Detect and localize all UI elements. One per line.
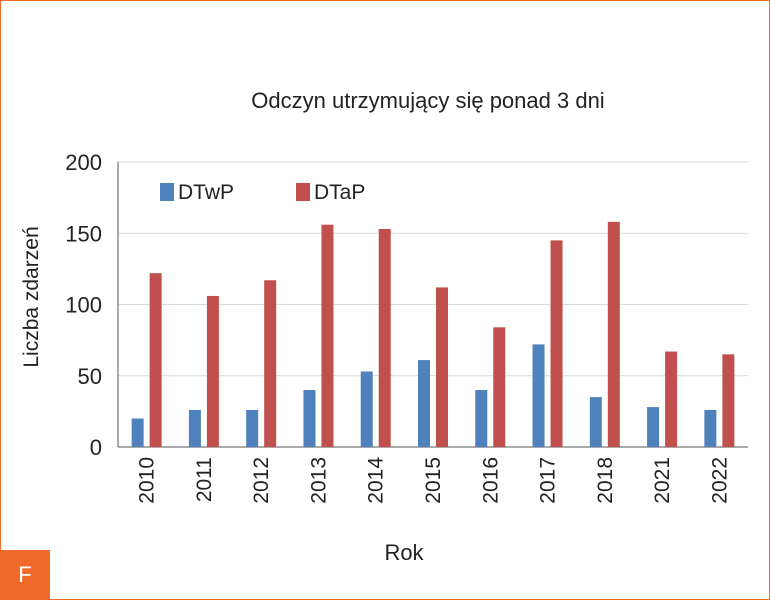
x-tick-label: 2010 [136, 457, 159, 504]
bars [131, 221, 735, 447]
gridlines [117, 161, 748, 448]
x-tick-label: 2021 [651, 457, 674, 504]
legend-label: DTwP [178, 181, 234, 204]
y-axis-label: Liczba zdarzeń [20, 226, 43, 367]
x-ticks: 2010 2011 2012 2013 2014 2015 2016 2017 2018 2021… [136, 457, 732, 504]
bar-dtwp-2018 [589, 397, 602, 447]
x-tick-label: 2022 [708, 457, 731, 504]
bar-dtwp-2017 [532, 344, 545, 447]
legend: DTwP DTaP [160, 181, 365, 204]
bar-dtap-2011 [206, 295, 219, 447]
bar-dtap-2018 [607, 221, 620, 447]
bar-dtap-2012 [264, 280, 277, 447]
legend-swatch [160, 183, 174, 201]
bar-dtap-2013 [321, 224, 334, 447]
bar-dtap-2022 [722, 354, 735, 447]
figure-badge: F [0, 550, 50, 600]
y-ticks: 0 50 100 150 200 [65, 150, 102, 460]
chart-title: Odczyn utrzymujący się ponad 3 dni [251, 88, 604, 113]
y-tick-label: 0 [90, 435, 102, 460]
bar-dtwp-2021 [647, 407, 660, 447]
bar-dtwp-2015 [418, 360, 430, 447]
bar-dtwp-2022 [704, 409, 717, 447]
bar-dtwp-2010 [131, 418, 144, 447]
x-tick-label: 2017 [537, 457, 560, 504]
bar-dtap-2016 [493, 327, 506, 447]
y-tick-label: 150 [65, 221, 102, 246]
x-tick-label: 2014 [365, 457, 388, 504]
bar-dtap-2014 [378, 228, 391, 447]
bar-dtwp-2016 [475, 390, 488, 447]
x-tick-label: 2011 [193, 457, 216, 502]
x-tick-label: 2015 [422, 457, 445, 504]
bar-dtwp-2012 [246, 409, 259, 447]
x-tick-label: 2012 [250, 457, 273, 504]
legend-label: DTaP [314, 181, 365, 204]
bar-dtwp-2011 [188, 409, 201, 447]
bar-dtap-2015 [436, 287, 448, 447]
y-tick-label: 100 [65, 293, 102, 318]
bar-dtwp-2013 [303, 390, 316, 447]
bar-dtap-2017 [550, 240, 563, 447]
x-tick-label: 2018 [594, 457, 617, 504]
legend-swatch [296, 183, 310, 201]
y-tick-label: 50 [78, 364, 102, 389]
x-tick-label: 2013 [307, 457, 330, 504]
bar-dtap-2021 [665, 351, 678, 447]
y-tick-label: 200 [65, 150, 102, 175]
x-tick-label: 2016 [479, 457, 502, 504]
x-axis-label: Rok [384, 540, 424, 565]
bar-dtap-2010 [149, 273, 162, 447]
bar-dtwp-2014 [360, 371, 373, 447]
